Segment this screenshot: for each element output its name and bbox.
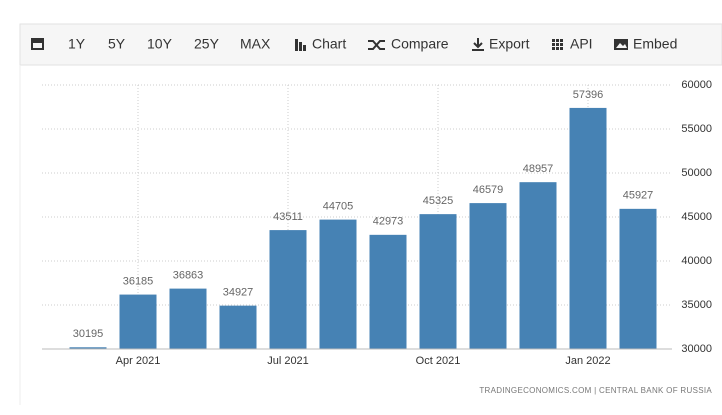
range-10y[interactable]: 10Y xyxy=(147,36,173,52)
y-tick-label: 40000 xyxy=(681,255,712,267)
bar xyxy=(369,234,407,349)
range-25y[interactable]: 25Y xyxy=(194,36,220,52)
value-label: 34927 xyxy=(223,287,254,299)
y-tick-label: 45000 xyxy=(681,211,712,223)
bar xyxy=(319,219,357,349)
bar xyxy=(519,182,557,349)
bar xyxy=(419,214,457,349)
bar xyxy=(219,305,257,349)
source: TRADINGECONOMICS.COM | CENTRAL BANK OF R… xyxy=(479,386,712,395)
x-tick-label: Apr 2021 xyxy=(116,355,161,367)
value-label: 36185 xyxy=(123,275,154,287)
range-max[interactable]: MAX xyxy=(240,36,271,52)
y-tick-label: 60000 xyxy=(681,79,712,91)
api-icon xyxy=(552,39,563,50)
bar xyxy=(619,208,657,349)
x-tick-label: Oct 2021 xyxy=(416,355,461,367)
value-label: 36863 xyxy=(173,270,204,282)
y-tick-label: 35000 xyxy=(681,299,712,311)
bar xyxy=(469,203,507,349)
value-label: 45927 xyxy=(623,190,654,202)
value-label: 45325 xyxy=(423,195,454,207)
x-tick-label: Jul 2021 xyxy=(267,355,309,367)
y-tick-label: 30000 xyxy=(681,343,712,355)
bar xyxy=(569,107,607,350)
y-tick-label: 50000 xyxy=(681,167,712,179)
value-label: 57396 xyxy=(573,89,604,101)
bar xyxy=(269,230,307,349)
value-label: 48957 xyxy=(523,163,554,175)
y-tick-label: 55000 xyxy=(681,123,712,135)
compare-icon xyxy=(368,40,385,50)
export-icon xyxy=(472,38,484,51)
compare-button[interactable]: Compare xyxy=(391,36,449,52)
chart-icon xyxy=(295,39,306,51)
range-1y[interactable]: 1Y xyxy=(68,36,86,52)
embed-button[interactable]: Embed xyxy=(633,36,677,52)
chart-button[interactable]: Chart xyxy=(312,36,346,52)
bar xyxy=(119,294,157,349)
calendar-icon[interactable] xyxy=(31,38,44,50)
toolbar xyxy=(19,23,722,66)
bar xyxy=(169,288,207,349)
value-label: 44705 xyxy=(323,201,354,213)
embed-icon xyxy=(614,39,628,50)
range-5y[interactable]: 5Y xyxy=(108,36,126,52)
value-label: 42973 xyxy=(373,216,404,228)
bar xyxy=(69,347,107,349)
export-button[interactable]: Export xyxy=(489,36,530,52)
api-button[interactable]: API xyxy=(570,36,593,52)
x-tick-label: Jan 2022 xyxy=(565,355,610,367)
value-label: 46579 xyxy=(473,184,504,196)
value-label: 30195 xyxy=(73,328,104,340)
value-label: 43511 xyxy=(273,211,303,223)
